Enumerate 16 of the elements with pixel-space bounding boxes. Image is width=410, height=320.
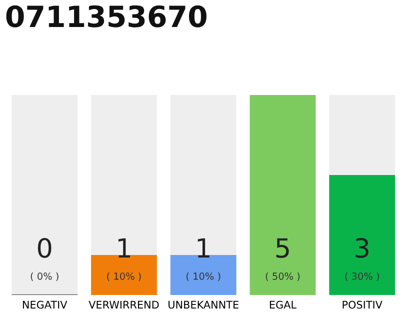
annotation: ( 30% ) xyxy=(345,272,379,282)
data-label: 3 xyxy=(356,238,368,258)
annotation: ( 0% ) xyxy=(30,272,58,282)
data-label: 1 xyxy=(118,238,130,258)
x-tick-label: NEGATIV xyxy=(22,300,68,309)
x-tick-label: POSITIV xyxy=(342,300,382,309)
x-tick-label: EGAL xyxy=(270,300,296,309)
annotation: ( 10% ) xyxy=(107,272,141,282)
data-label: 5 xyxy=(276,238,289,258)
data-label: 1 xyxy=(198,238,210,258)
x-tick-label: UNBEKANNTE xyxy=(168,300,238,309)
annotation: ( 10% ) xyxy=(186,272,220,282)
annotation: ( 50% ) xyxy=(266,272,300,282)
x-tick-label: VERWIRREND xyxy=(88,300,159,309)
data-label: 0 xyxy=(38,238,52,258)
chart-title: 0711353670 xyxy=(6,5,206,28)
